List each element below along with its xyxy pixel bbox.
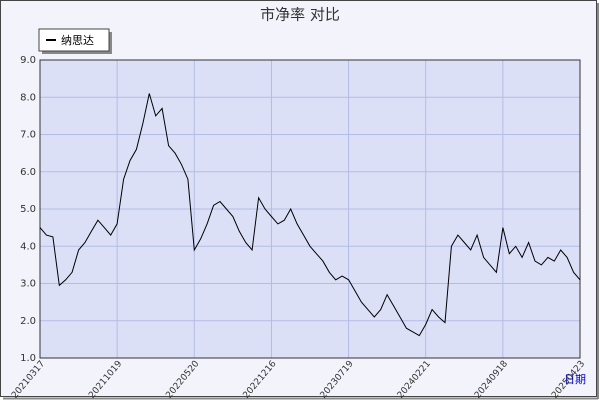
chart-title: 市净率 对比 [260, 6, 340, 24]
legend-box [38, 28, 110, 52]
y-tick-label: 1.0 [20, 353, 36, 364]
y-tick-label: 5.0 [20, 204, 36, 215]
legend: 纳思达 [38, 28, 112, 54]
y-tick-label: 4.0 [20, 241, 36, 252]
y-tick-label: 7.0 [20, 130, 36, 141]
legend-label: 纳思达 [61, 34, 94, 47]
plot-border [39, 59, 581, 359]
x-axis-label: 日期 [564, 373, 586, 386]
y-tick-label: 6.0 [20, 167, 36, 178]
y-tick-label: 8.0 [20, 92, 36, 103]
y-tick-label: 9.0 [20, 55, 36, 66]
series-line [39, 93, 581, 337]
y-tick-label: 2.0 [20, 316, 36, 327]
y-tick-label: 3.0 [20, 279, 36, 290]
